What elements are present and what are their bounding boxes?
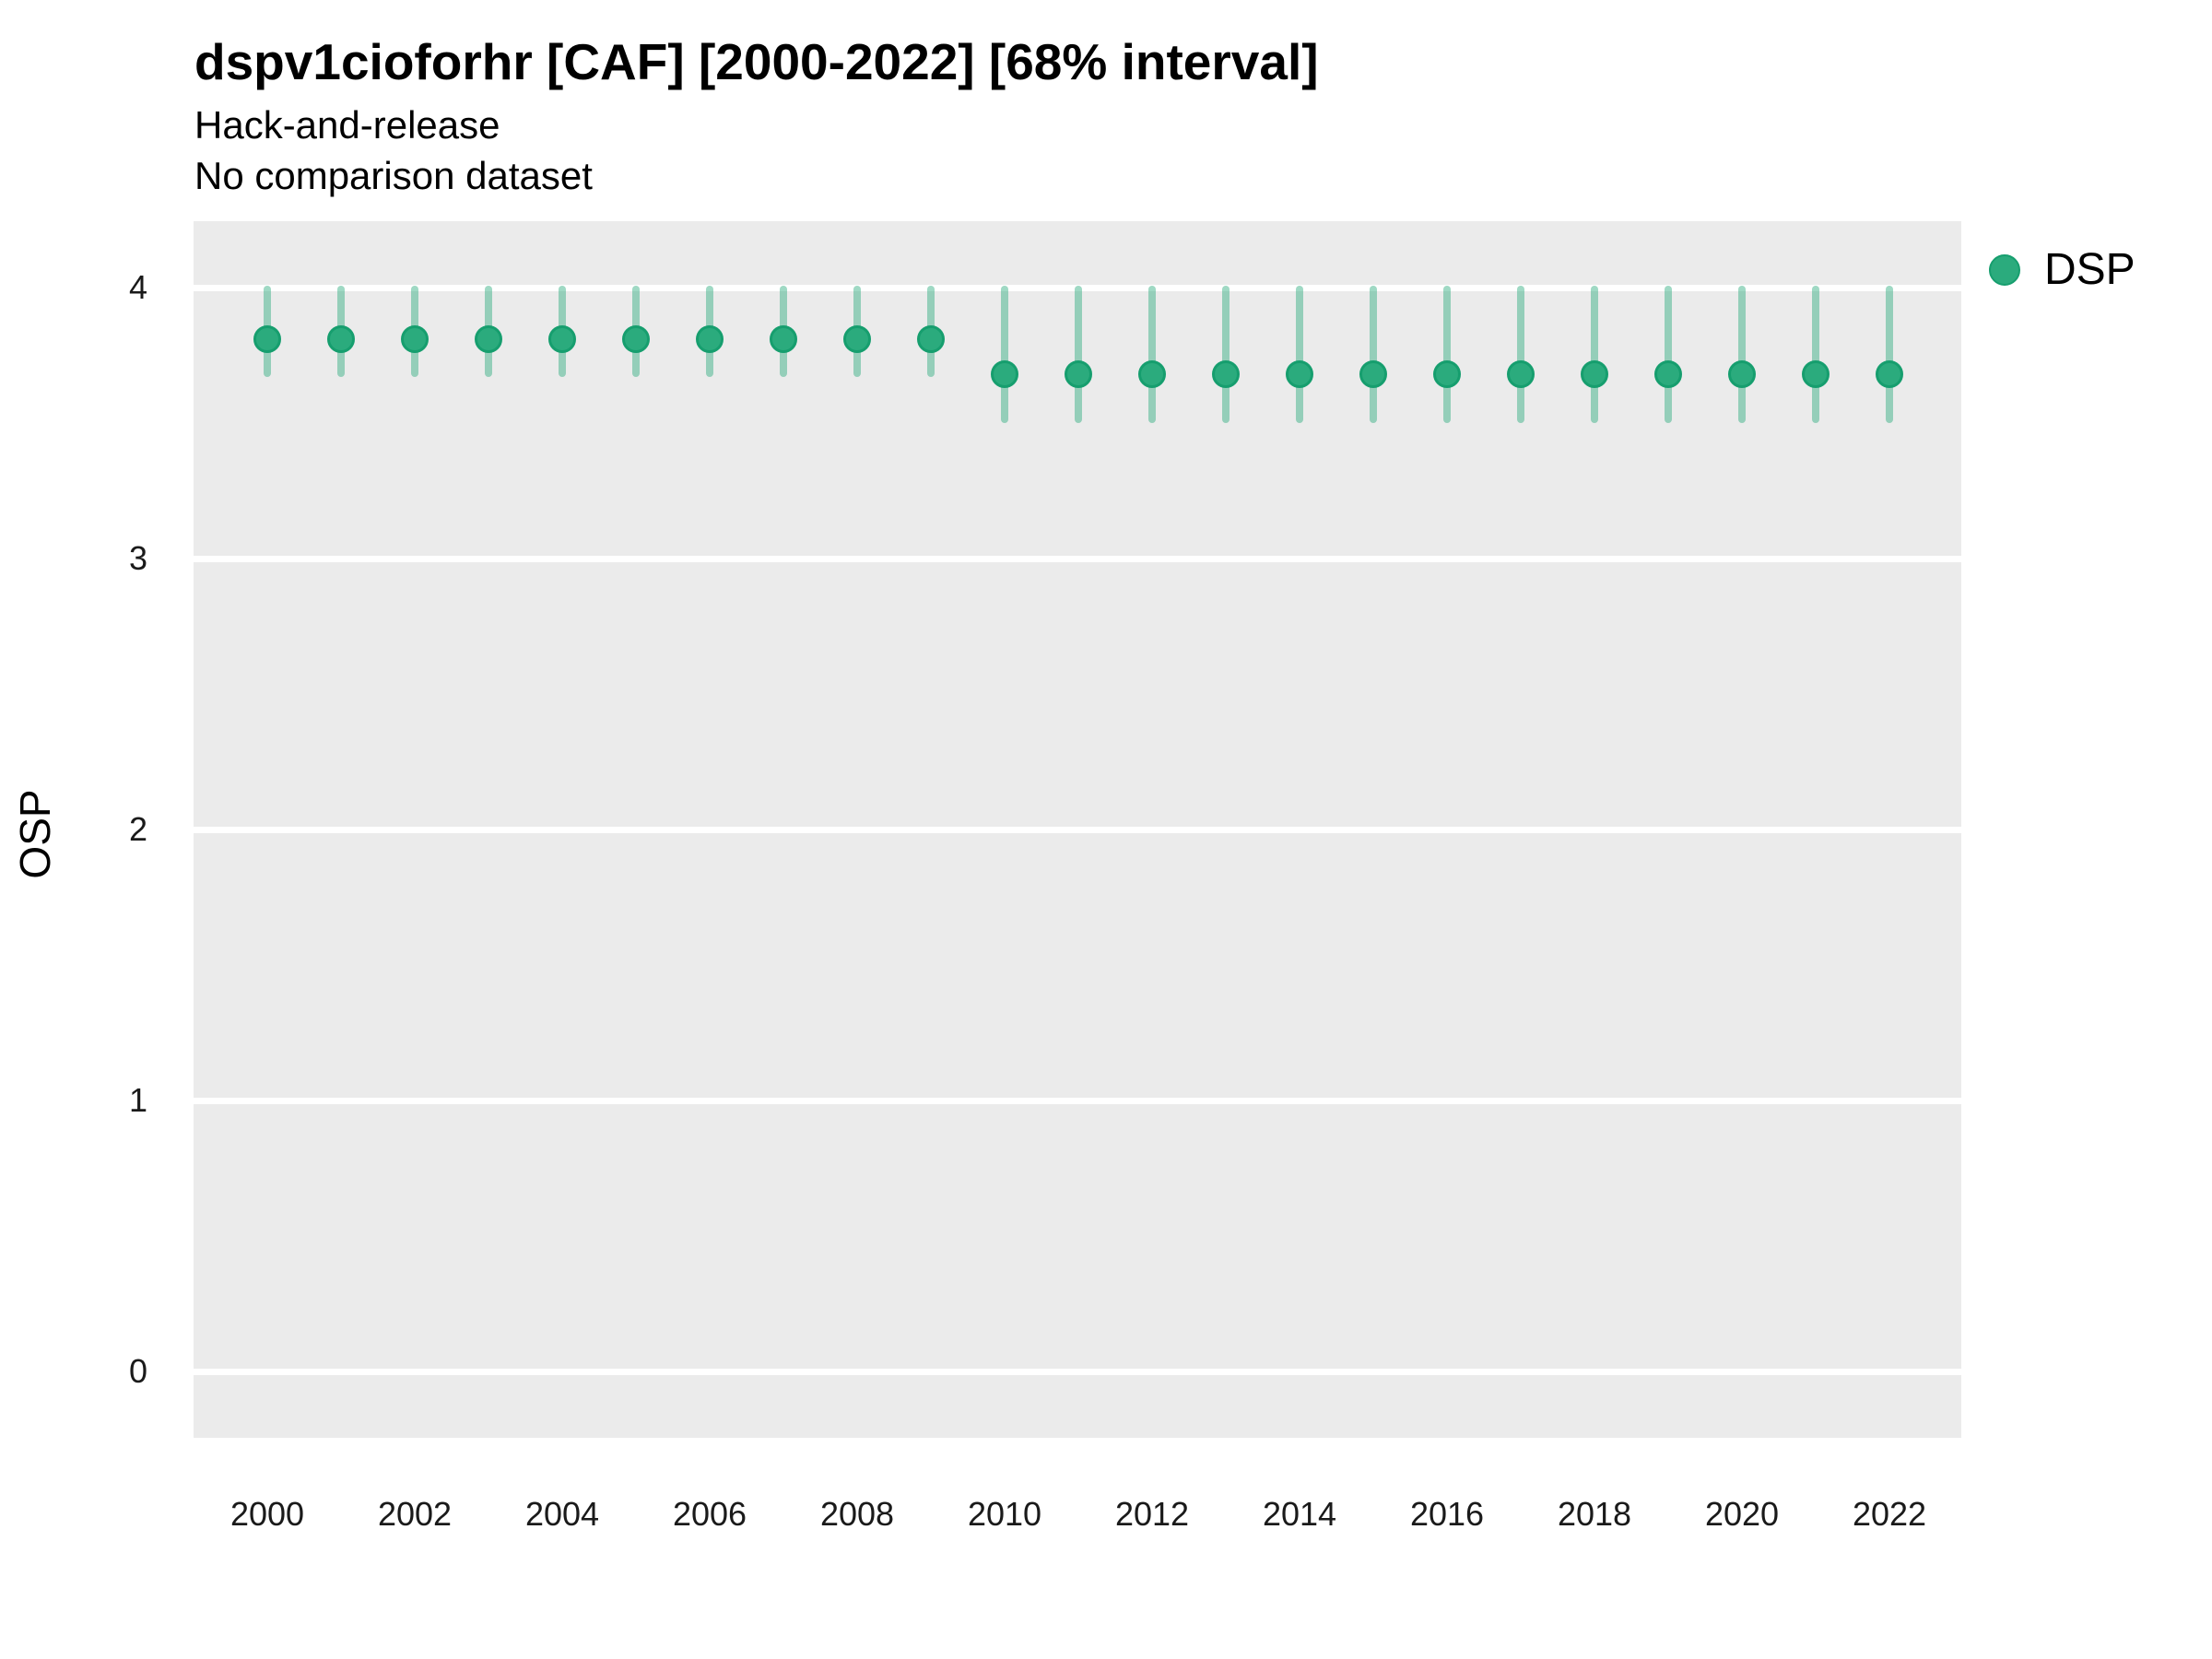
data-point-2004 xyxy=(548,324,576,353)
x-tick-label-2016: 2016 xyxy=(1409,1495,1485,1533)
gridline-y-0 xyxy=(194,1369,1961,1375)
legend-series-label: DSP xyxy=(2044,245,2136,294)
x-tick-label-2004: 2004 xyxy=(524,1495,600,1533)
interval-bar-2013 xyxy=(1222,286,1230,423)
y-tick-label-2: 2 xyxy=(128,810,147,848)
interval-bar-2010 xyxy=(1001,286,1008,423)
data-point-2006 xyxy=(696,324,724,353)
gridline-y-1 xyxy=(194,1098,1961,1104)
y-tick-label-3: 3 xyxy=(128,539,147,577)
plot-area xyxy=(194,221,1961,1438)
gridline-y-3 xyxy=(194,556,1961,562)
data-point-2017 xyxy=(1507,360,1535,389)
interval-bar-2019 xyxy=(1665,286,1672,423)
x-tick-label-2000: 2000 xyxy=(229,1495,305,1533)
x-tick-label-2008: 2008 xyxy=(819,1495,895,1533)
data-point-2012 xyxy=(1138,360,1166,389)
interval-bar-2020 xyxy=(1738,286,1746,423)
chart-subtitle-line2: No comparison dataset xyxy=(194,154,593,197)
data-point-2021 xyxy=(1802,360,1830,389)
gridline-y-4 xyxy=(194,285,1961,291)
data-point-2013 xyxy=(1212,360,1240,389)
x-tick-label-2014: 2014 xyxy=(1262,1495,1337,1533)
data-point-2011 xyxy=(1065,360,1092,389)
interval-bar-2015 xyxy=(1370,286,1377,423)
data-point-2002 xyxy=(401,324,429,353)
interval-bar-2018 xyxy=(1591,286,1598,423)
x-tick-label-2010: 2010 xyxy=(967,1495,1042,1533)
gridline-y-2 xyxy=(194,827,1961,833)
data-point-2010 xyxy=(991,360,1018,389)
x-tick-label-2002: 2002 xyxy=(377,1495,453,1533)
data-point-2016 xyxy=(1433,360,1461,389)
data-point-2001 xyxy=(327,324,355,353)
data-point-2022 xyxy=(1876,360,1903,389)
legend: DSP xyxy=(1989,246,2136,294)
data-point-2007 xyxy=(770,324,797,353)
data-point-2018 xyxy=(1581,360,1608,389)
x-tick-label-2022: 2022 xyxy=(1852,1495,1927,1533)
data-point-2019 xyxy=(1654,360,1682,389)
data-point-2000 xyxy=(253,324,281,353)
y-tick-label-1: 1 xyxy=(128,1081,147,1119)
data-point-2015 xyxy=(1359,360,1387,389)
chart-title: dspv1cioforhr [CAF] [2000-2022] [68% int… xyxy=(194,33,1319,90)
data-point-2003 xyxy=(475,324,502,353)
data-point-2005 xyxy=(622,324,650,353)
interval-bar-2012 xyxy=(1148,286,1156,423)
x-tick-label-2020: 2020 xyxy=(1704,1495,1780,1533)
interval-bar-2014 xyxy=(1296,286,1303,423)
x-tick-label-2018: 2018 xyxy=(1557,1495,1632,1533)
data-point-2020 xyxy=(1728,360,1756,389)
chart-subtitle-line1: Hack-and-release xyxy=(194,103,500,147)
interval-bar-2021 xyxy=(1812,286,1819,423)
interval-bar-2011 xyxy=(1075,286,1082,423)
data-point-2014 xyxy=(1286,360,1313,389)
interval-bar-2017 xyxy=(1517,286,1524,423)
interval-bar-2016 xyxy=(1443,286,1451,423)
legend-point-marker-icon xyxy=(1989,254,2020,286)
y-tick-label-4: 4 xyxy=(128,268,147,306)
interval-bar-2022 xyxy=(1886,286,1893,423)
x-tick-label-2006: 2006 xyxy=(672,1495,747,1533)
y-tick-label-0: 0 xyxy=(128,1352,147,1390)
x-tick-label-2012: 2012 xyxy=(1114,1495,1190,1533)
data-point-2008 xyxy=(843,324,871,353)
data-point-2009 xyxy=(917,324,945,353)
